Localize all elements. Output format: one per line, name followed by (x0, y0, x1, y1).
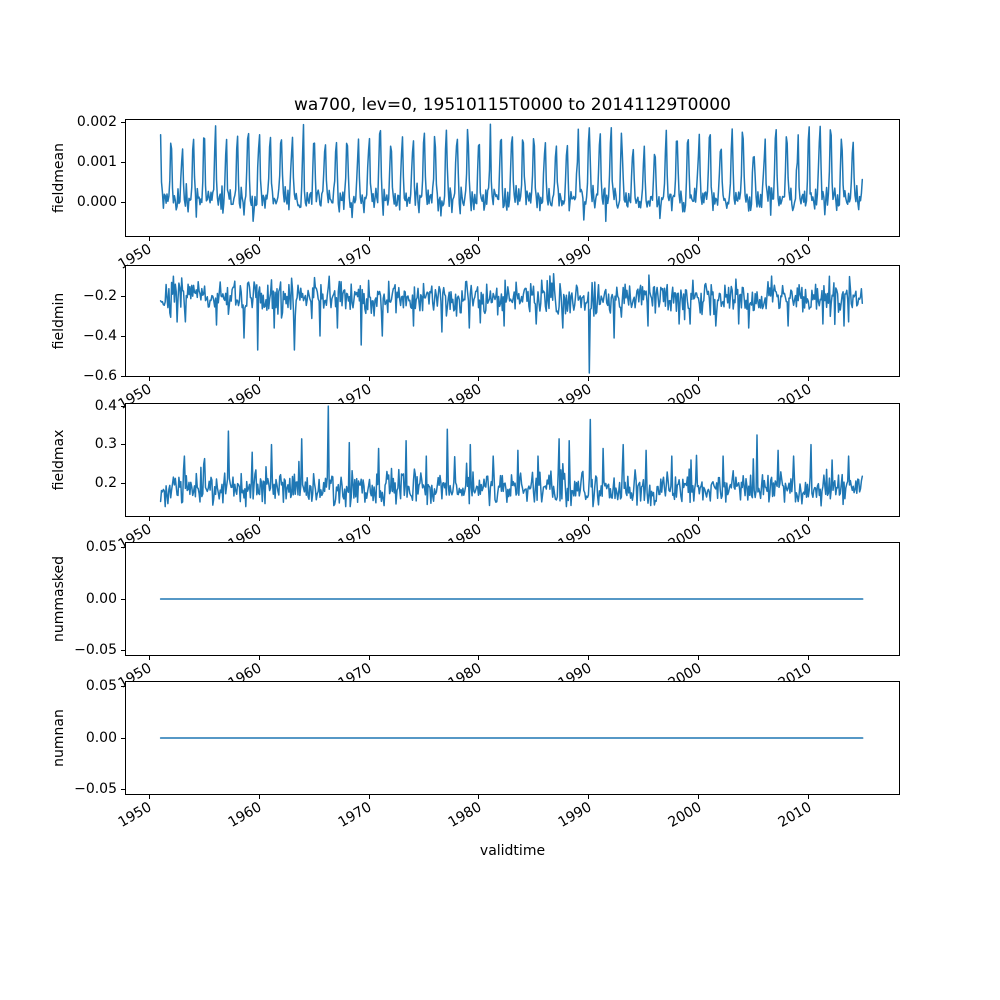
y-tick-label: 0.00 (85, 729, 117, 746)
y-tick-mark (121, 598, 125, 600)
y-tick-mark (121, 295, 125, 297)
x-tick-mark (808, 377, 810, 381)
nummasked-line-plot (159, 598, 864, 600)
x-tick-mark (478, 517, 480, 521)
y-tick-label: 0.00 (85, 590, 117, 607)
fieldmax-line-plot (159, 405, 864, 508)
y-tick-label: 0.05 (85, 538, 117, 555)
axes-frame (125, 403, 900, 517)
x-tick-mark (148, 237, 150, 241)
x-tick-mark (808, 656, 810, 660)
y-tick-label: −0.6 (83, 367, 117, 384)
x-tick-label: 1990 (555, 799, 595, 831)
x-tick-mark (698, 377, 700, 381)
x-tick-mark (698, 517, 700, 521)
y-tick-label: 0.002 (76, 114, 117, 131)
x-tick-mark (588, 237, 590, 241)
x-tick-label: 1970 (335, 799, 375, 831)
x-tick-mark (478, 377, 480, 381)
y-tick-mark (121, 789, 125, 791)
x-tick-mark (808, 237, 810, 241)
subplot-fieldmax: fieldmax 0.4 0.3 0.2 1950 1960 1970 1980 1990 20… (51, 398, 900, 553)
y-tick-mark (121, 375, 125, 377)
x-tick-mark (368, 656, 370, 660)
numnan-line-plot (159, 737, 864, 739)
y-tick-mark (121, 685, 125, 687)
y-tick-mark (121, 546, 125, 548)
x-tick-mark (808, 517, 810, 521)
y-tick-mark (121, 444, 125, 446)
subplot-numnan: numnan 0.05 0.00 −0.05 1950 1960 1970 1980 1990… (51, 678, 900, 831)
x-tick-mark (478, 656, 480, 660)
x-tick-mark (148, 795, 150, 799)
x-tick-mark (258, 656, 260, 660)
y-tick-label: 0.000 (76, 194, 117, 211)
x-tick-mark (478, 237, 480, 241)
subplot-nummasked: nummasked 0.05 0.00 −0.05 1950 1960 1970 1980 1… (51, 539, 900, 692)
y-tick-label: −0.4 (83, 327, 117, 344)
y-tick-label: 0.2 (94, 474, 117, 491)
x-tick-mark (588, 656, 590, 660)
x-tick-mark (588, 517, 590, 521)
x-tick-mark (588, 795, 590, 799)
x-tick-mark (368, 795, 370, 799)
x-tick-label: 1950 (115, 799, 155, 831)
chart-title: wa700, lev=0, 19510115T0000 to 20141129T… (294, 95, 731, 115)
x-tick-mark (258, 795, 260, 799)
x-tick-mark (698, 656, 700, 660)
y-tick-label: 0.3 (94, 436, 117, 453)
x-tick-mark (698, 795, 700, 799)
x-tick-label: 2010 (775, 799, 815, 831)
subplot-fieldmin: fieldmin −0.2 −0.4 −0.6 1950 1960 1970 1980 199… (51, 265, 900, 413)
x-tick-mark (588, 377, 590, 381)
x-tick-mark (368, 377, 370, 381)
y-tick-mark (121, 405, 125, 407)
x-tick-mark (478, 795, 480, 799)
x-tick-label: 1980 (445, 799, 485, 831)
data-line (159, 123, 864, 223)
x-tick-mark (808, 795, 810, 799)
x-tick-mark (368, 237, 370, 241)
y-tick-label: 0.05 (85, 677, 117, 694)
y-tick-mark (121, 162, 125, 164)
x-axis-label: validtime (479, 843, 546, 859)
data-line (159, 405, 864, 508)
x-tick-mark (148, 377, 150, 381)
subplot-fieldmean: fieldmean 0.002 0.001 0.000 1950 1960 1970 198… (51, 115, 900, 273)
y-tick-mark (121, 122, 125, 124)
y-tick-label: −0.2 (83, 287, 117, 304)
y-tick-label: 0.4 (94, 397, 117, 414)
y-tick-label: −0.05 (74, 781, 117, 798)
x-tick-mark (148, 656, 150, 660)
y-tick-mark (121, 650, 125, 652)
x-tick-mark (148, 517, 150, 521)
x-tick-mark (698, 237, 700, 241)
x-tick-mark (258, 237, 260, 241)
x-tick-label: 2000 (665, 799, 705, 831)
fieldmin-line-plot (159, 272, 864, 374)
x-tick-mark (368, 517, 370, 521)
data-line (159, 272, 864, 374)
y-tick-label: 0.001 (76, 154, 117, 171)
x-tick-mark (258, 377, 260, 381)
y-tick-mark (121, 335, 125, 337)
x-tick-mark (258, 517, 260, 521)
y-tick-mark (121, 737, 125, 739)
y-tick-mark (121, 482, 125, 484)
x-tick-label: 1960 (225, 799, 265, 831)
fieldmean-line-plot (159, 123, 864, 223)
y-tick-mark (121, 202, 125, 204)
y-tick-label: −0.05 (74, 642, 117, 659)
